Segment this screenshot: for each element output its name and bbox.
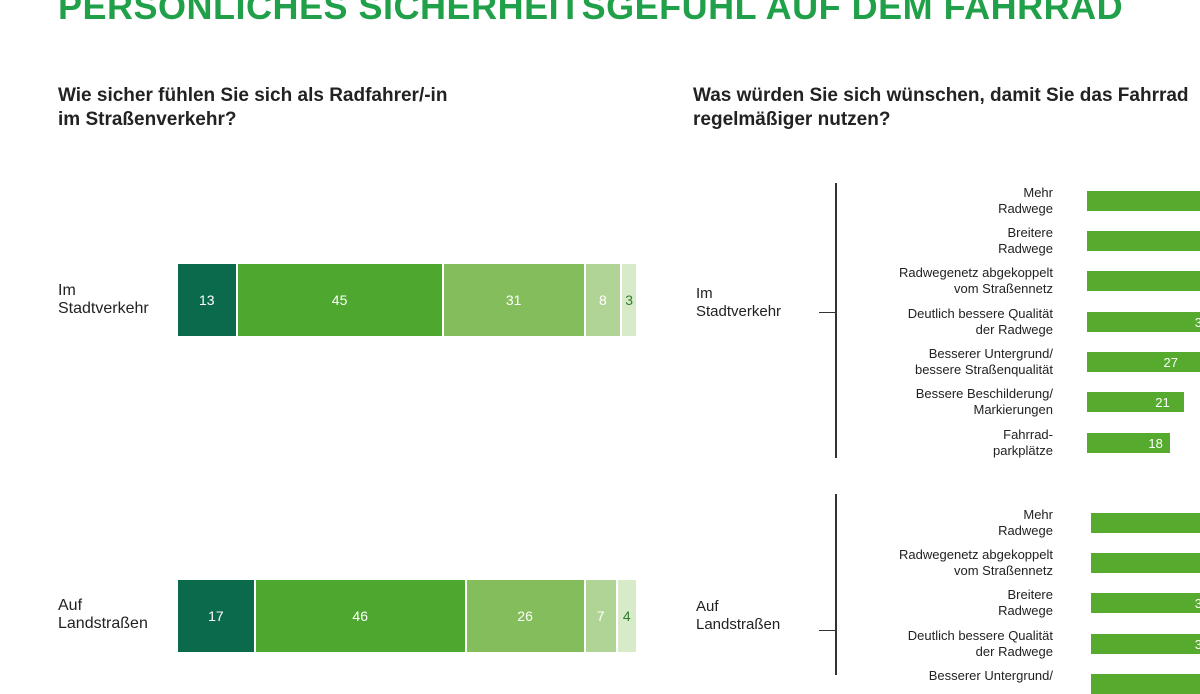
bar-label-line: Radwegenetz abgekoppelt bbox=[899, 547, 1053, 562]
bar-label-line: Radwegenetz abgekoppelt bbox=[899, 265, 1053, 280]
bar: 27 bbox=[1087, 352, 1200, 372]
bar: 3 bbox=[1087, 312, 1200, 332]
bar bbox=[1091, 553, 1200, 573]
category-label-landstrassen: Auf Landstraßen bbox=[58, 597, 148, 633]
group-bracket-tick bbox=[819, 630, 835, 631]
group-label-line: Landstraßen bbox=[696, 616, 781, 633]
category-label-line: Im bbox=[58, 282, 76, 299]
group-bracket-tick bbox=[819, 312, 835, 313]
bar-label-line: Besserer Untergrund/ bbox=[928, 346, 1053, 361]
bar-label: Mehr Radwege bbox=[998, 185, 1053, 217]
segment-value-label: 17 bbox=[208, 608, 224, 624]
bar: 3 bbox=[1091, 634, 1200, 654]
left-question-line-1: Wie sicher fühlen Sie sich als Radfahrer… bbox=[58, 85, 448, 106]
bar-value-label: 3 bbox=[1194, 314, 1200, 330]
bar-label-line: Mehr bbox=[1023, 185, 1053, 200]
bar-value-label: 3 bbox=[1194, 636, 1200, 652]
stacked-bar-landstrassen: 17 46 26 7 4 bbox=[178, 580, 636, 652]
stack-segment: 8 bbox=[585, 264, 623, 336]
bar-value-label: 3 bbox=[1194, 595, 1200, 611]
bar: 3 bbox=[1091, 593, 1200, 613]
bar-label: Besserer Untergrund/bessere Straßenquali… bbox=[915, 346, 1053, 378]
bar-label: Besserer Untergrund/ bbox=[929, 668, 1053, 684]
right-question-line-1: Was würden Sie sich wünschen, damit Sie … bbox=[693, 85, 1189, 106]
bar-label-line: Breitere bbox=[1007, 587, 1053, 602]
bar-label-line: vom Straßennetz bbox=[954, 563, 1053, 578]
bar-label: Deutlich bessere Qualität der Radwege bbox=[908, 628, 1053, 660]
segment-value-label: 3 bbox=[625, 292, 634, 308]
bar-label-line: der Radwege bbox=[975, 644, 1053, 659]
group-bracket-stadtverkehr bbox=[835, 183, 837, 458]
bar-label-line: bessere Straßenqualität bbox=[914, 362, 1053, 377]
bar-label: Bessere Beschilderung/Markierungen bbox=[916, 386, 1053, 418]
bar-value-label: 21 bbox=[1155, 394, 1170, 410]
segment-value-label: 13 bbox=[198, 292, 215, 308]
right-question-line-2: regelmäßiger nutzen? bbox=[693, 109, 891, 130]
bar-value-label: 18 bbox=[1148, 435, 1163, 451]
bar-label: Radwegenetz abgekoppelt vom Straßennetz bbox=[899, 547, 1053, 579]
group-bracket-landstrassen bbox=[835, 494, 837, 675]
bar-label-line: Deutlich bessere Qualität bbox=[907, 306, 1053, 321]
segment-value-label: 8 bbox=[599, 292, 607, 308]
bar-label-line: Fahrrad- bbox=[1003, 427, 1053, 442]
segment-value-label: 46 bbox=[352, 608, 368, 624]
page-title: PERSÖNLICHES SICHERHEITSGEFÜHL AUF DEM F… bbox=[58, 0, 1124, 27]
bar-label-line: vom Straßennetz bbox=[954, 281, 1053, 296]
stack-segment: 45 bbox=[237, 264, 444, 336]
bar-value-label: 27 bbox=[1163, 354, 1178, 370]
stack-segment: 7 bbox=[585, 580, 618, 652]
bar bbox=[1091, 674, 1200, 694]
bar-label-line: Mehr bbox=[1023, 507, 1053, 522]
bar-label-line: parkplätze bbox=[993, 443, 1053, 458]
segment-value-label: 4 bbox=[622, 608, 631, 624]
segment-value-label: 26 bbox=[517, 608, 533, 624]
bar-label-line: Radwege bbox=[998, 241, 1053, 256]
bar-label: Deutlich bessere Qualität der Radwege bbox=[908, 306, 1053, 338]
stack-segment: 13 bbox=[178, 264, 238, 336]
left-question: Wie sicher fühlen Sie sich als Radfahrer… bbox=[58, 84, 447, 132]
bar: 18 bbox=[1087, 433, 1170, 453]
bar-label-line: Radwege bbox=[998, 201, 1053, 216]
group-label-stadtverkehr: Im Stadtverkehr bbox=[696, 285, 781, 321]
stack-segment: 31 bbox=[443, 264, 586, 336]
segment-value-label: 45 bbox=[331, 292, 348, 308]
bar-label: Fahrrad-parkplätze bbox=[993, 427, 1053, 459]
stack-segment: 3 bbox=[622, 264, 636, 336]
left-question-line-2: im Straßenverkehr? bbox=[58, 109, 237, 130]
bar-label-line: Bessere Beschilderung/ bbox=[915, 386, 1053, 401]
stack-segment: 46 bbox=[255, 580, 467, 652]
segment-value-label: 7 bbox=[596, 608, 605, 624]
category-label-stadtverkehr: Im Stadtverkehr bbox=[58, 282, 149, 318]
right-question: Was würden Sie sich wünschen, damit Sie … bbox=[693, 84, 1189, 132]
bar-label-line: Markierungen bbox=[973, 402, 1054, 417]
bar bbox=[1087, 191, 1200, 211]
bar: 21 bbox=[1087, 392, 1184, 412]
segment-value-label: 31 bbox=[505, 292, 522, 308]
bar-label-line: Besserer Untergrund/ bbox=[928, 668, 1053, 683]
group-label-line: Im bbox=[696, 285, 713, 302]
bar-label: Radwegenetz abgekoppelt vom Straßennetz bbox=[899, 265, 1053, 297]
bar bbox=[1087, 231, 1200, 251]
bar-label-line: Deutlich bessere Qualität bbox=[907, 628, 1053, 643]
bar bbox=[1091, 513, 1200, 533]
category-label-line: Auf bbox=[58, 597, 83, 614]
stack-segment: 26 bbox=[466, 580, 586, 652]
stack-segment: 4 bbox=[617, 580, 636, 652]
bar-label-line: Radwege bbox=[998, 523, 1053, 538]
category-label-line: Landstraßen bbox=[58, 615, 148, 632]
group-label-line: Auf bbox=[696, 598, 719, 615]
stack-segment: 17 bbox=[178, 580, 256, 652]
bar-label-line: der Radwege bbox=[975, 322, 1053, 337]
stacked-bar-stadtverkehr: 13 45 31 8 3 bbox=[178, 264, 636, 336]
category-label-line: Stadtverkehr bbox=[58, 300, 149, 317]
bar-label: Breitere Radwege bbox=[998, 225, 1053, 257]
group-label-line: Stadtverkehr bbox=[696, 303, 782, 320]
bar bbox=[1087, 271, 1200, 291]
group-label-landstrassen: Auf Landstraßen bbox=[696, 598, 780, 634]
bar-label: Mehr Radwege bbox=[998, 507, 1053, 539]
bar-label-line: Radwege bbox=[998, 603, 1053, 618]
bar-label-line: Breitere bbox=[1007, 225, 1053, 240]
bar-label: Breitere Radwege bbox=[998, 587, 1053, 619]
